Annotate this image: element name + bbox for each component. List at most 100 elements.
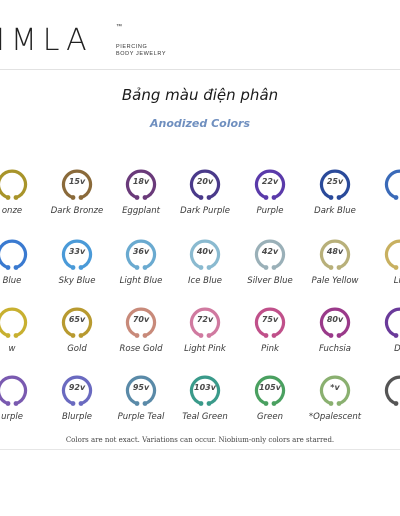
ring-icon [61, 239, 93, 270]
color-footnote: Colors are not exact. Variations can occ… [65, 436, 335, 444]
ring-icon [61, 375, 93, 406]
ring-icon [125, 169, 157, 200]
ring-icon [61, 169, 93, 200]
tagline-line-1: PIERCING [116, 44, 148, 50]
color-swatch: onze [0, 168, 52, 228]
color-swatch: 70v Rose Gold [101, 306, 181, 366]
ring-icon [254, 239, 286, 270]
voltage-label: 15v [68, 177, 86, 186]
ring-icon [319, 375, 351, 406]
color-swatch [360, 374, 400, 434]
ring-icon [384, 239, 400, 270]
color-name-label: Da [350, 344, 400, 354]
color-name-label: Sky Blue [58, 276, 96, 286]
color-swatch: 15v Dark Bronze [37, 168, 117, 228]
site-header: IMLA ™ PIERCING BODY JEWELRY [0, 0, 400, 70]
voltage-label: 20v [196, 177, 214, 186]
color-swatch: 42v Silver Blue [230, 238, 310, 298]
ring-icon [125, 239, 157, 270]
color-name-label: Gold [67, 344, 87, 354]
color-name-label: Dark Blue [314, 206, 356, 216]
color-name-label: Dark Bronze [50, 206, 104, 216]
voltage-label: 42v [261, 247, 279, 256]
color-name-label: onze [1, 206, 23, 216]
voltage-label: 80v [326, 315, 344, 324]
voltage-label: 75v [261, 315, 279, 324]
color-swatch: *v *Opalescent [295, 374, 375, 434]
color-swatch: Blue [0, 238, 52, 298]
brand-tagline: PIERCING BODY JEWELRY [116, 44, 166, 58]
footer-divider [0, 449, 400, 450]
color-name-label: Eggplant [122, 206, 160, 216]
color-swatch: 75v Pink [230, 306, 310, 366]
voltage-label: 40v [196, 247, 214, 256]
color-swatch: w [0, 306, 52, 366]
ring-icon [0, 307, 28, 338]
voltage-label: 95v [132, 383, 150, 392]
ring-icon [189, 239, 221, 270]
ring-icon [319, 307, 351, 338]
voltage-label: 72v [196, 315, 214, 324]
trademark-symbol: ™ [116, 24, 122, 30]
color-swatch: 18v Eggplant [101, 168, 181, 228]
color-swatch: 95v Purple Teal [101, 374, 181, 434]
color-swatch: Da [360, 306, 400, 366]
color-name-label: Purple Teal [117, 412, 165, 422]
ring-icon [254, 375, 286, 406]
color-swatch: 80v Fuchsia [295, 306, 375, 366]
color-name-label: Teal Green [182, 412, 228, 422]
voltage-label: 22v [261, 177, 279, 186]
color-swatch: 36v Light Blue [101, 238, 181, 298]
color-name-label: Blurple [61, 412, 93, 422]
color-name-label: Blue [2, 276, 22, 286]
header-divider [0, 69, 400, 70]
ring-icon [319, 169, 351, 200]
color-name-label: Green [257, 412, 283, 422]
ring-icon [254, 169, 286, 200]
color-name-label: Ice Blue [188, 276, 222, 286]
voltage-label: 18v [132, 177, 150, 186]
ring-icon [189, 307, 221, 338]
color-swatch [360, 168, 400, 228]
voltage-label: 103v [194, 383, 216, 392]
ring-icon [61, 307, 93, 338]
color-swatch: 72v Light Pink [165, 306, 245, 366]
color-name-label: Fuchsia [319, 344, 351, 354]
voltage-label: 105v [259, 383, 281, 392]
color-swatch: 22v Purple [230, 168, 310, 228]
page-title: Bảng màu điện phân [121, 86, 279, 104]
ring-icon [384, 307, 400, 338]
voltage-label: 33v [68, 247, 86, 256]
color-name-label: *Opalescent [308, 412, 362, 422]
color-swatch: urple [0, 374, 52, 434]
voltage-label: 92v [68, 383, 86, 392]
color-name-label: Purple [256, 206, 284, 216]
ring-icon [0, 375, 28, 406]
color-swatch: 105v Green [230, 374, 310, 434]
color-name-label: Lig [393, 276, 400, 286]
color-name-label: Pink [261, 344, 279, 354]
color-name-label: Rose Gold [119, 344, 163, 354]
color-name-label: Dark Purple [180, 206, 230, 216]
ring-icon [189, 375, 221, 406]
ring-icon [384, 375, 400, 406]
color-swatch: 103v Teal Green [165, 374, 245, 434]
ring-icon [125, 375, 157, 406]
color-swatch: 65v Gold [37, 306, 117, 366]
ring-icon [0, 239, 28, 270]
voltage-label: 70v [132, 315, 150, 324]
color-swatch: 20v Dark Purple [165, 168, 245, 228]
voltage-label: 65v [68, 315, 86, 324]
tagline-line-2: BODY JEWELRY [116, 51, 167, 57]
color-name-label: w [8, 344, 16, 354]
ring-icon [189, 169, 221, 200]
brand-logo[interactable]: IMLA [0, 23, 93, 58]
voltage-label: *v [330, 383, 340, 392]
color-name-label: Pale Yellow [311, 276, 359, 286]
ring-icon [125, 307, 157, 338]
color-swatch: 40v Ice Blue [165, 238, 245, 298]
color-swatch: Lig [360, 238, 400, 298]
color-name-label: urple [1, 412, 23, 422]
color-name-label: Light Pink [184, 344, 226, 354]
